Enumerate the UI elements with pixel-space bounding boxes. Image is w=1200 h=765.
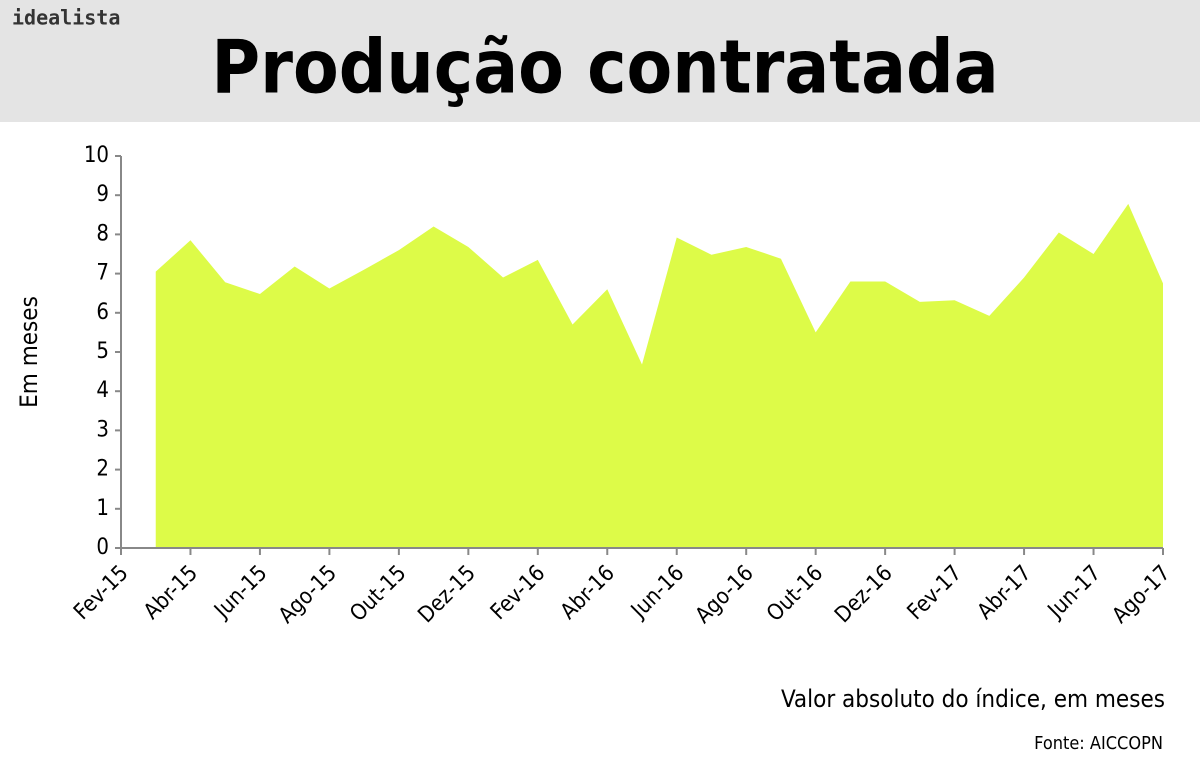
note: Valor absoluto do índice, em meses — [781, 685, 1165, 713]
x-tick-label: Abr-16 — [556, 561, 620, 625]
x-tick-label: Ago-16 — [691, 561, 759, 629]
x-tick-label: Jun-15 — [209, 561, 273, 625]
y-tick-label: 7 — [96, 261, 109, 286]
y-axis-label: Em meses — [15, 296, 43, 408]
x-tick-label: Out-15 — [345, 561, 411, 627]
area — [155, 203, 1163, 548]
x-tick-label: Fev-16 — [486, 561, 550, 625]
y-tick-label: 4 — [96, 378, 109, 403]
x-tick-label: Abr-17 — [973, 561, 1037, 625]
brand: idealista — [12, 6, 120, 30]
y-tick-label: 5 — [96, 339, 109, 364]
x-tick-label: Ago-15 — [274, 561, 342, 629]
x-tick-label: Ago-17 — [1108, 561, 1176, 629]
x-tick-label: Dez-16 — [830, 561, 897, 628]
x-tick-label: Dez-15 — [414, 561, 481, 628]
chart-title: Produção contratada — [211, 25, 998, 111]
x-tick-label: Fev-15 — [69, 561, 133, 625]
x-tick-label: Fev-17 — [903, 561, 967, 625]
x-tick-label: Abr-15 — [139, 561, 203, 625]
source: Fonte: AICCOPN — [1034, 733, 1163, 754]
y-tick-label: 9 — [96, 182, 109, 207]
y-tick-label: 1 — [96, 496, 109, 521]
x-tick-label: Jun-17 — [1042, 561, 1106, 625]
y-tick-label: 0 — [96, 535, 109, 560]
y-tick-label: 2 — [96, 457, 109, 482]
header-band — [0, 0, 1200, 122]
y-tick-label: 8 — [96, 221, 109, 246]
x-tick-label: Jun-16 — [625, 561, 689, 625]
x-tick-label: Out-16 — [762, 561, 828, 627]
y-tick-label: 10 — [84, 143, 109, 168]
y-tick-label: 6 — [96, 300, 109, 325]
y-tick-label: 3 — [96, 417, 109, 442]
